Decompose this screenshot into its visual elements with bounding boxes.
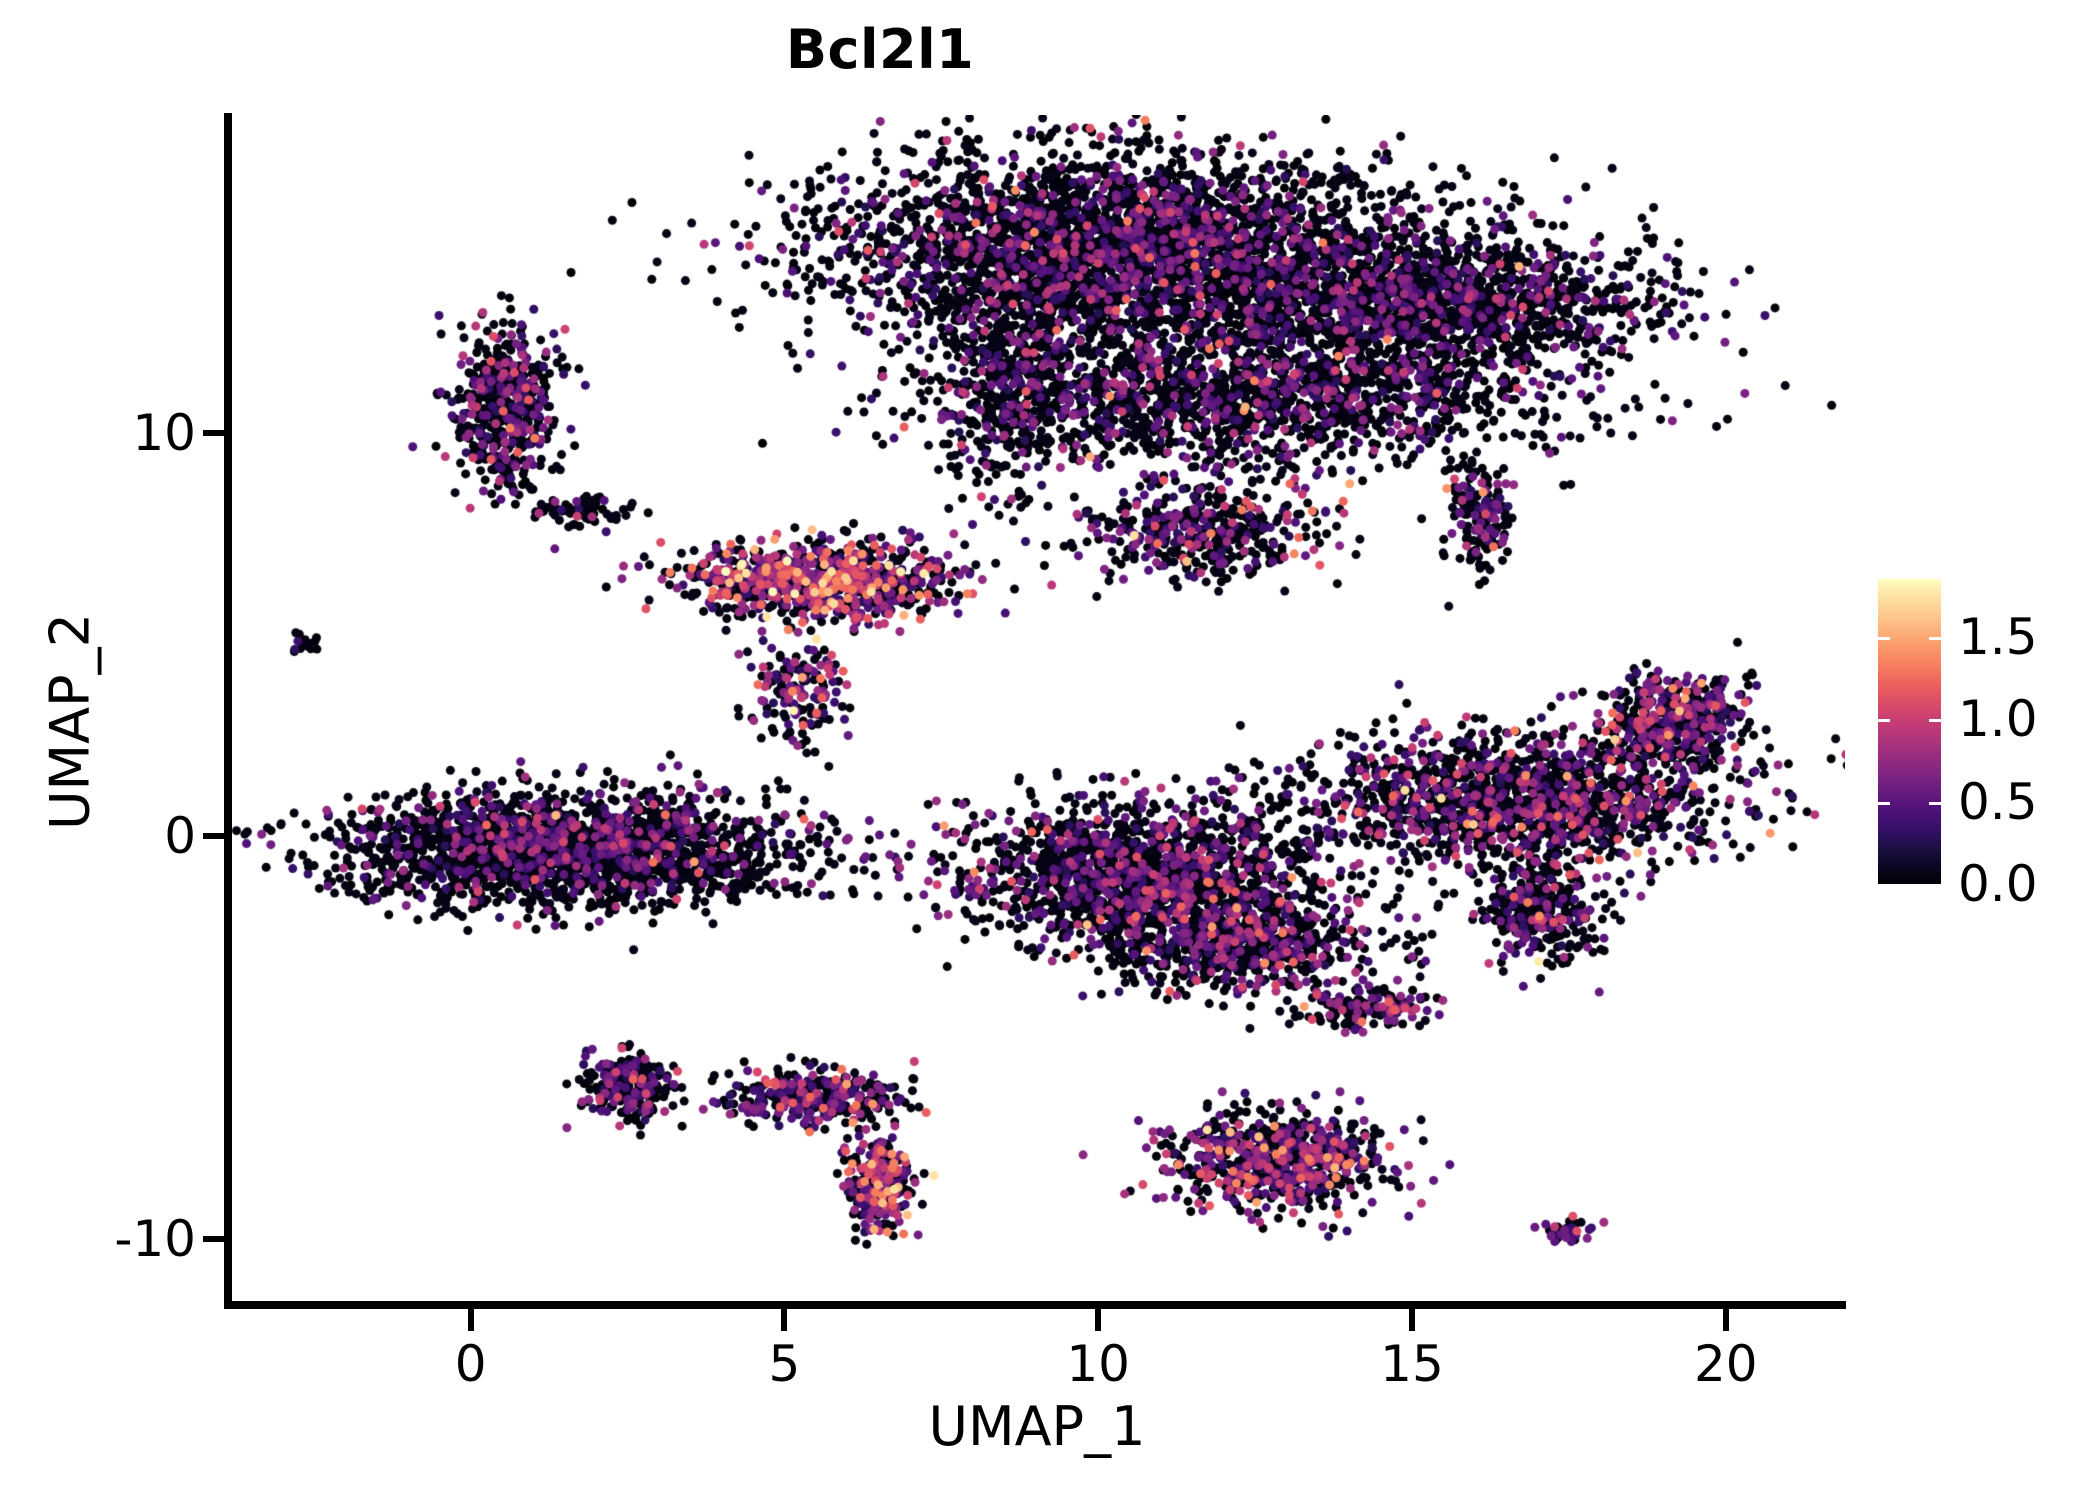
colorbar-tick-label: 0.5 — [1958, 772, 2038, 831]
page-title: Bcl2l1 — [785, 18, 975, 81]
colorbar-tick-label: 1.5 — [1958, 607, 2038, 666]
x-tick-mark — [1095, 1309, 1102, 1331]
colorbar-tick-mark — [1878, 884, 1890, 887]
x-axis-label: UMAP_1 — [928, 1395, 1146, 1458]
x-tick-mark — [781, 1309, 788, 1331]
x-tick-label: 0 — [454, 1335, 487, 1393]
x-tick-mark — [1408, 1309, 1415, 1331]
x-tick-label: 20 — [1693, 1335, 1758, 1393]
y-tick-label: -10 — [114, 1209, 196, 1268]
y-axis-label: UMAP_2 — [38, 613, 102, 830]
x-tick-mark — [467, 1309, 474, 1331]
y-tick-label: 0 — [164, 806, 196, 865]
y-tick-mark — [203, 430, 225, 437]
x-tick-label: 5 — [768, 1335, 801, 1393]
colorbar-tick-mark — [1929, 636, 1941, 640]
colorbar-tick-mark — [1929, 801, 1941, 805]
y-tick-label: 10 — [132, 404, 196, 463]
colorbar-tick-mark — [1878, 636, 1890, 640]
x-axis-spine — [224, 1301, 1846, 1309]
colorbar-gradient — [1878, 579, 1941, 884]
y-axis-spine — [224, 113, 232, 1308]
x-tick-label: 10 — [1066, 1335, 1130, 1393]
colorbar-tick-label: 1.0 — [1958, 690, 2038, 749]
y-tick-mark — [203, 832, 225, 839]
colorbar-tick-mark — [1878, 801, 1890, 805]
colorbar-tick-mark — [1878, 719, 1890, 723]
colorbar-tick-mark — [1929, 719, 1941, 723]
y-tick-mark — [203, 1235, 225, 1242]
colorbar-tick-label: 0.0 — [1958, 855, 2038, 913]
colorbar-tick-mark — [1929, 884, 1941, 887]
x-tick-label: 15 — [1380, 1335, 1444, 1393]
plot-area — [229, 115, 1845, 1303]
scatter-points-canvas — [229, 115, 1845, 1303]
x-tick-mark — [1722, 1309, 1729, 1331]
